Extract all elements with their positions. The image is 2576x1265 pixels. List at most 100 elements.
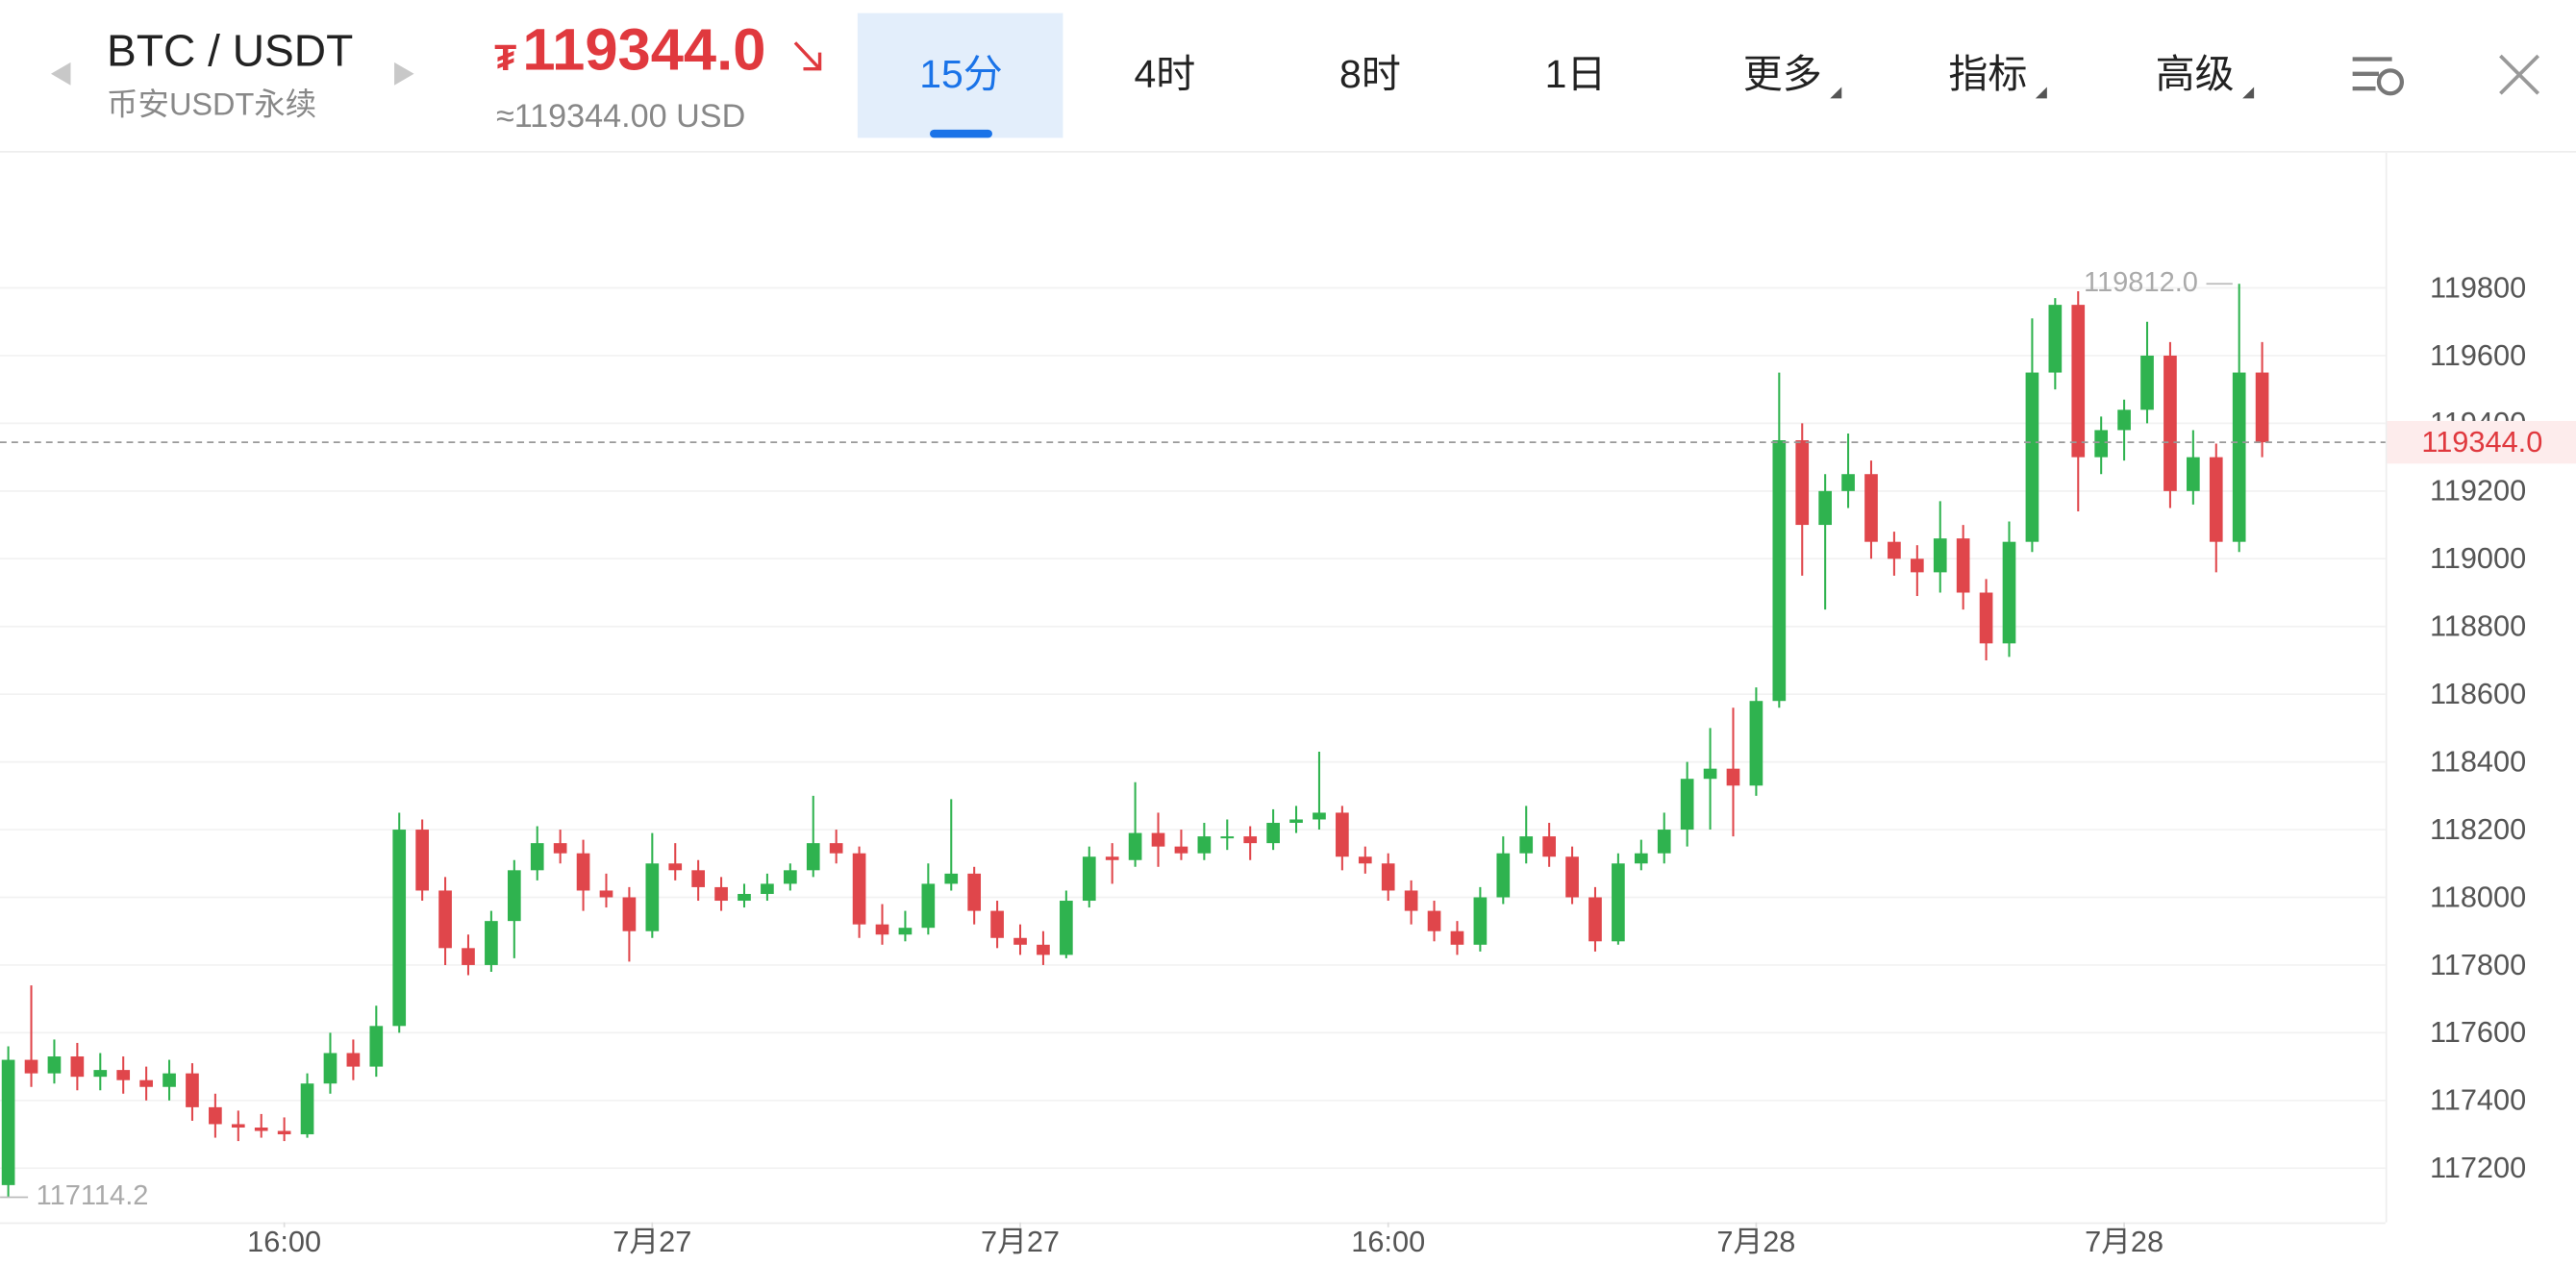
last-price: 119344.0 (522, 17, 765, 84)
timeframe-tab[interactable]: 8时 (1339, 52, 1401, 96)
candle-body (1381, 863, 1395, 891)
candle-body (1680, 779, 1694, 831)
x-tick-label: 7月27 (613, 1225, 691, 1258)
candle-body (738, 893, 751, 902)
candle-body (300, 1083, 314, 1135)
market-name: 币安USDT永续 (107, 87, 316, 122)
candle-body (2140, 355, 2154, 410)
candle-body (1013, 937, 1027, 945)
y-tick-label: 117200 (2430, 1151, 2526, 1184)
candle-body (967, 873, 982, 911)
candle-body (553, 843, 567, 854)
candle-body (186, 1073, 199, 1107)
candle-body (921, 883, 936, 929)
candle-body (1749, 701, 1763, 786)
candle-body (1956, 538, 1970, 593)
x-tick-label: 16:00 (247, 1225, 321, 1258)
timeframe-tab[interactable]: 更多 (1743, 52, 1842, 99)
candle-body (599, 890, 613, 898)
candle-body (668, 863, 683, 871)
candle-body (691, 870, 705, 887)
close-button[interactable] (2499, 54, 2540, 95)
prev-symbol-button[interactable] (50, 62, 71, 86)
x-tick-label: 7月27 (981, 1225, 1060, 1258)
tab-label: 高级 (2156, 52, 2235, 96)
candle-body (1726, 768, 1740, 786)
last-price-tag-label: 119344.0 (2421, 425, 2542, 459)
y-tick-label: 118800 (2430, 609, 2526, 643)
candle-body (507, 870, 521, 922)
timeframe-tabs: 15分 4时 8时 1日 更多 指标 高级 (857, 12, 2255, 138)
tab-indicator (930, 129, 992, 138)
candle-body (1910, 558, 1924, 573)
candle-body (1, 1059, 15, 1185)
candle-body (714, 886, 728, 902)
candle-body (990, 910, 1004, 938)
timeframe-tab[interactable]: 指标 (1948, 52, 2047, 99)
timeframe-tab[interactable]: 高级 (2156, 52, 2255, 99)
candle-body (139, 1079, 153, 1087)
candle-body (2025, 372, 2039, 542)
candle-body (415, 830, 429, 891)
candle-body (231, 1124, 245, 1129)
candle-body (1496, 853, 1511, 898)
tab-label: 8时 (1339, 52, 1401, 96)
candle-body (1565, 856, 1579, 898)
candle-body (829, 843, 843, 854)
candle-body (462, 948, 475, 965)
candle-body (1404, 890, 1418, 911)
candle-body (1473, 897, 1488, 945)
candle-body (93, 1070, 108, 1078)
candle-body (530, 843, 544, 871)
candle-body (898, 928, 913, 935)
min-price-label: 117114.2 (37, 1180, 149, 1211)
candle-body (1128, 832, 1142, 860)
settings-icon[interactable] (2352, 57, 2405, 96)
timeframe-tab[interactable]: 15分 (857, 12, 1063, 138)
candle-body (761, 883, 774, 894)
candle-body (1197, 836, 1212, 854)
timeframe-tab[interactable]: 1日 (1545, 52, 1607, 96)
tab-label: 15分 (919, 52, 1003, 96)
next-symbol-button[interactable] (394, 62, 414, 86)
y-tick-label: 119000 (2430, 541, 2526, 575)
candle-body (645, 863, 660, 931)
candle-body (485, 921, 498, 965)
candle-body (2094, 430, 2109, 458)
candle-body (1427, 910, 1441, 931)
candle-body (1772, 440, 1787, 702)
candle-body (783, 870, 797, 884)
y-tick-label: 119800 (2430, 270, 2526, 304)
candle-body (1841, 474, 1855, 491)
candle-body (1174, 846, 1188, 854)
candle-body (1864, 474, 1878, 542)
last-price-tag (2387, 420, 2576, 464)
timeframe-tab[interactable]: 4时 (1134, 52, 1195, 96)
candle-body (1612, 863, 1625, 942)
candle-body (1151, 832, 1165, 847)
candle-body (2187, 457, 2200, 491)
candle-body (1703, 768, 1717, 780)
header-bar: BTC / USDT 币安USDT永续 ₮ 119344.0 ≈119344.0… (0, 12, 2576, 153)
price-usd: ≈119344.00 USD (496, 98, 745, 135)
candle-body (1450, 930, 1464, 945)
candle-body (852, 853, 866, 925)
candle-body (323, 1053, 338, 1084)
candle-body (392, 830, 407, 1027)
candle-body (277, 1130, 291, 1135)
candle-body (1243, 836, 1258, 844)
candle-body (1588, 897, 1602, 942)
chart: 117200 117400 117600 117800 118000 118200 1184… (0, 152, 2576, 1258)
candle-body (209, 1106, 222, 1125)
candle-body (369, 1026, 384, 1067)
candle-body (1888, 541, 1901, 559)
candle-body (163, 1073, 176, 1087)
candle-body (1657, 830, 1671, 854)
price-currency: ₮ (494, 37, 516, 78)
candle-body (1634, 853, 1648, 864)
x-tick-label: 16:00 (1351, 1225, 1425, 1258)
x-tick-label: 7月28 (2085, 1225, 2163, 1258)
y-tick-label: 118400 (2430, 744, 2526, 778)
candle-body (944, 873, 959, 884)
